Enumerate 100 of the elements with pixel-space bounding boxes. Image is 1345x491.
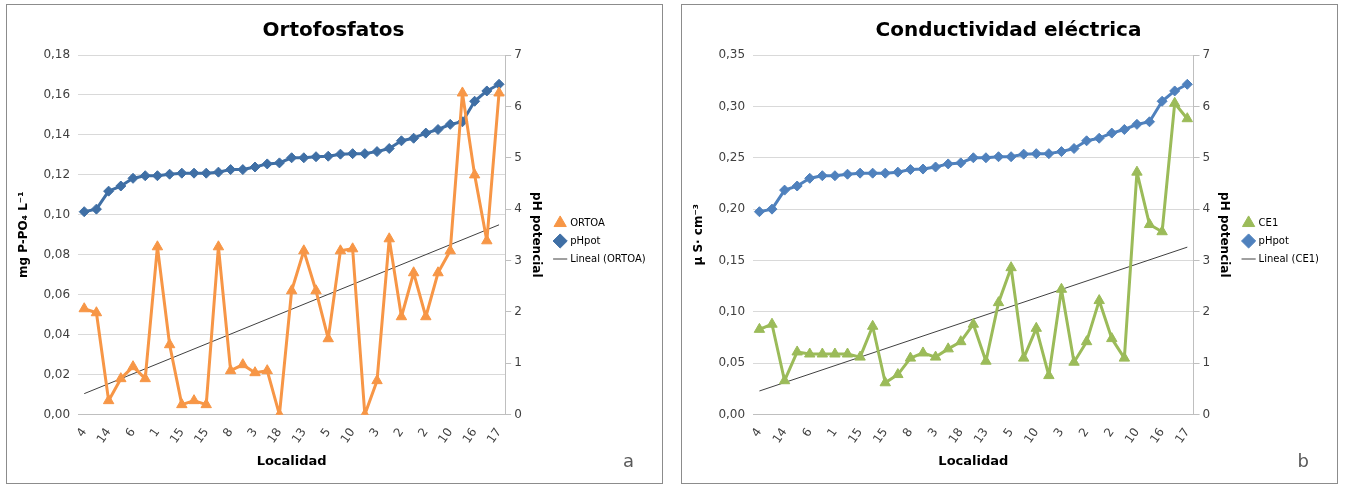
y-tick-label: 0,10 [718, 304, 746, 319]
point [1080, 335, 1093, 346]
point [176, 398, 188, 409]
point [879, 376, 891, 387]
point [102, 394, 115, 405]
point [1017, 351, 1030, 362]
point [1144, 116, 1156, 128]
legend-label: Lineal (CE1) [1258, 252, 1320, 264]
x-tick-label: 15 [844, 425, 866, 446]
x-tick-label: 3 [1050, 425, 1067, 440]
point [90, 203, 102, 215]
y2-tick-label: 7 [1202, 47, 1211, 62]
point [980, 152, 992, 164]
text: a [622, 450, 634, 471]
x-tick-label: 4 [748, 425, 765, 440]
point [1068, 143, 1080, 154]
x-tick-label: 3 [366, 425, 383, 440]
point [1118, 351, 1131, 362]
y2-tick-label: 2 [1202, 304, 1211, 319]
point [804, 347, 816, 358]
point [841, 347, 854, 358]
point [955, 157, 967, 169]
point [249, 161, 261, 173]
point [469, 95, 481, 107]
x-tick-label: 10 [337, 425, 358, 446]
point [1055, 282, 1068, 293]
x-tick-label: 8 [899, 425, 916, 440]
point [285, 284, 298, 295]
point [420, 310, 432, 321]
point [1005, 261, 1017, 272]
x-tick-label: 2 [1100, 425, 1117, 440]
y2-tick-label: 5 [1202, 149, 1211, 164]
x-tick-label: 4 [73, 425, 90, 440]
point [1181, 78, 1193, 90]
y2-tick-label: 0 [1202, 406, 1211, 421]
point [359, 148, 371, 160]
x-tick-label: 14 [93, 425, 114, 446]
y2-tick-label: 5 [514, 149, 522, 164]
y2-tick-label: 1 [514, 355, 522, 370]
point [1181, 112, 1193, 123]
point [753, 322, 766, 333]
point [407, 266, 420, 277]
point [298, 244, 310, 255]
x-tick-label: 2 [415, 425, 431, 440]
point [310, 284, 322, 295]
y-tick-label: 0,05 [718, 355, 746, 370]
y-tick-label: 0,08 [43, 246, 71, 261]
point [127, 172, 139, 184]
x-tick-label: 16 [459, 425, 480, 446]
point [115, 180, 127, 192]
point [334, 148, 346, 160]
point [200, 398, 212, 409]
point [1118, 124, 1130, 135]
point [151, 240, 164, 251]
point [816, 347, 829, 358]
x-tick-label: 17 [1172, 425, 1193, 446]
point [766, 317, 778, 328]
point [1005, 151, 1017, 163]
point [346, 242, 359, 253]
point [753, 206, 765, 218]
x-tick-label: 6 [798, 425, 815, 440]
point [444, 244, 456, 255]
point [78, 302, 90, 313]
point [892, 368, 904, 379]
y2-tick-label: 4 [1202, 201, 1211, 216]
chart-title: Ortofosfatos [262, 17, 405, 42]
y-tick-label: 0,25 [718, 149, 746, 164]
point [779, 184, 791, 196]
point [816, 170, 828, 182]
y2-axis-title: pH potencial [529, 192, 544, 278]
point [481, 85, 493, 97]
y-tick-label: 0,30 [718, 98, 746, 113]
y2-tick-label: 7 [514, 47, 522, 62]
point [955, 335, 967, 346]
point [139, 372, 151, 383]
point [1068, 355, 1080, 366]
y-tick-label: 0,35 [718, 47, 746, 62]
y2-tick-label: 3 [514, 252, 522, 267]
point [804, 172, 816, 184]
x-tick-label: 15 [191, 425, 212, 446]
point [1030, 321, 1042, 332]
point [249, 366, 261, 377]
x-tick-label: 14 [769, 425, 790, 446]
point [237, 358, 249, 369]
point [212, 166, 224, 178]
point [980, 354, 992, 365]
y-tick-label: 0,12 [43, 167, 71, 181]
x-tick-label: 3 [924, 425, 941, 440]
x-tick-label: 18 [945, 425, 966, 446]
point [432, 266, 444, 277]
point [90, 306, 103, 317]
point [942, 342, 954, 353]
y-tick-label: 0,16 [43, 87, 71, 102]
point [456, 86, 469, 97]
y-tick-label: 0,00 [718, 406, 746, 421]
y-tick-label: 0,04 [43, 326, 71, 341]
point [383, 143, 395, 154]
point [383, 232, 395, 243]
x-tick-label: 18 [264, 425, 285, 446]
x-axis-title: Localidad [938, 452, 1009, 468]
